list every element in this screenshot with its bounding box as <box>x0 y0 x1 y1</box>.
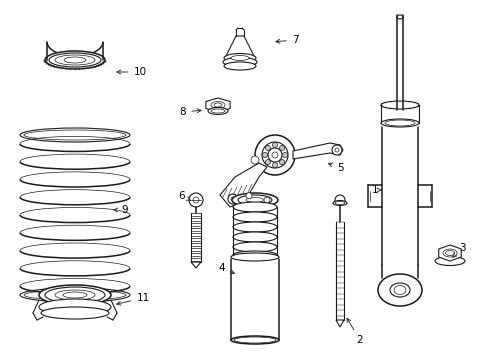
Text: 11: 11 <box>117 293 149 305</box>
Circle shape <box>189 193 203 207</box>
Polygon shape <box>220 163 267 207</box>
Ellipse shape <box>231 336 279 344</box>
Ellipse shape <box>390 283 410 297</box>
Ellipse shape <box>233 222 277 232</box>
Circle shape <box>272 143 277 148</box>
Ellipse shape <box>233 251 277 259</box>
Polygon shape <box>439 245 461 261</box>
Circle shape <box>280 145 285 150</box>
Ellipse shape <box>208 108 228 114</box>
Ellipse shape <box>397 15 403 19</box>
Polygon shape <box>191 262 201 268</box>
Ellipse shape <box>55 290 95 300</box>
Circle shape <box>228 194 238 204</box>
Ellipse shape <box>233 232 277 242</box>
Text: 5: 5 <box>329 163 343 173</box>
Ellipse shape <box>385 120 415 126</box>
Ellipse shape <box>233 202 277 212</box>
Ellipse shape <box>45 287 105 303</box>
Ellipse shape <box>333 201 347 206</box>
Ellipse shape <box>233 242 277 252</box>
Ellipse shape <box>231 253 279 261</box>
Circle shape <box>231 197 235 201</box>
Circle shape <box>266 159 270 165</box>
Polygon shape <box>293 143 343 159</box>
Text: 7: 7 <box>276 35 298 45</box>
Ellipse shape <box>45 51 105 69</box>
Ellipse shape <box>232 193 278 207</box>
Text: 10: 10 <box>117 67 147 77</box>
Ellipse shape <box>224 54 256 63</box>
Ellipse shape <box>49 53 101 67</box>
Text: 8: 8 <box>180 107 201 117</box>
Circle shape <box>272 152 278 158</box>
Circle shape <box>272 162 277 167</box>
Text: 1: 1 <box>372 185 381 195</box>
Text: 6: 6 <box>179 191 191 201</box>
Ellipse shape <box>435 256 465 266</box>
Circle shape <box>262 142 288 168</box>
Circle shape <box>266 145 270 150</box>
Circle shape <box>264 197 270 203</box>
Text: 3: 3 <box>453 243 466 257</box>
Ellipse shape <box>64 57 86 63</box>
Ellipse shape <box>223 58 257 67</box>
Ellipse shape <box>238 195 272 205</box>
Ellipse shape <box>246 198 264 202</box>
Circle shape <box>246 193 252 199</box>
Text: 2: 2 <box>347 318 363 345</box>
Ellipse shape <box>39 285 111 305</box>
Ellipse shape <box>41 307 109 319</box>
Polygon shape <box>206 98 230 112</box>
Circle shape <box>283 153 288 158</box>
Ellipse shape <box>378 274 422 306</box>
Ellipse shape <box>381 119 419 127</box>
Circle shape <box>263 153 268 158</box>
Ellipse shape <box>233 212 277 222</box>
Ellipse shape <box>381 101 419 109</box>
Polygon shape <box>336 320 344 327</box>
Text: 4: 4 <box>219 263 234 274</box>
Ellipse shape <box>394 285 406 294</box>
Circle shape <box>332 145 342 155</box>
Ellipse shape <box>55 55 95 65</box>
Circle shape <box>268 148 282 162</box>
Polygon shape <box>226 36 254 56</box>
Ellipse shape <box>63 292 87 298</box>
Ellipse shape <box>335 202 345 204</box>
Circle shape <box>246 201 252 207</box>
Text: 9: 9 <box>114 205 128 215</box>
Ellipse shape <box>39 299 111 315</box>
Circle shape <box>251 156 259 164</box>
Ellipse shape <box>224 62 256 70</box>
Circle shape <box>335 148 339 152</box>
Circle shape <box>255 135 295 175</box>
Ellipse shape <box>231 55 249 60</box>
Circle shape <box>335 195 345 205</box>
Circle shape <box>280 159 285 165</box>
Ellipse shape <box>234 337 276 343</box>
